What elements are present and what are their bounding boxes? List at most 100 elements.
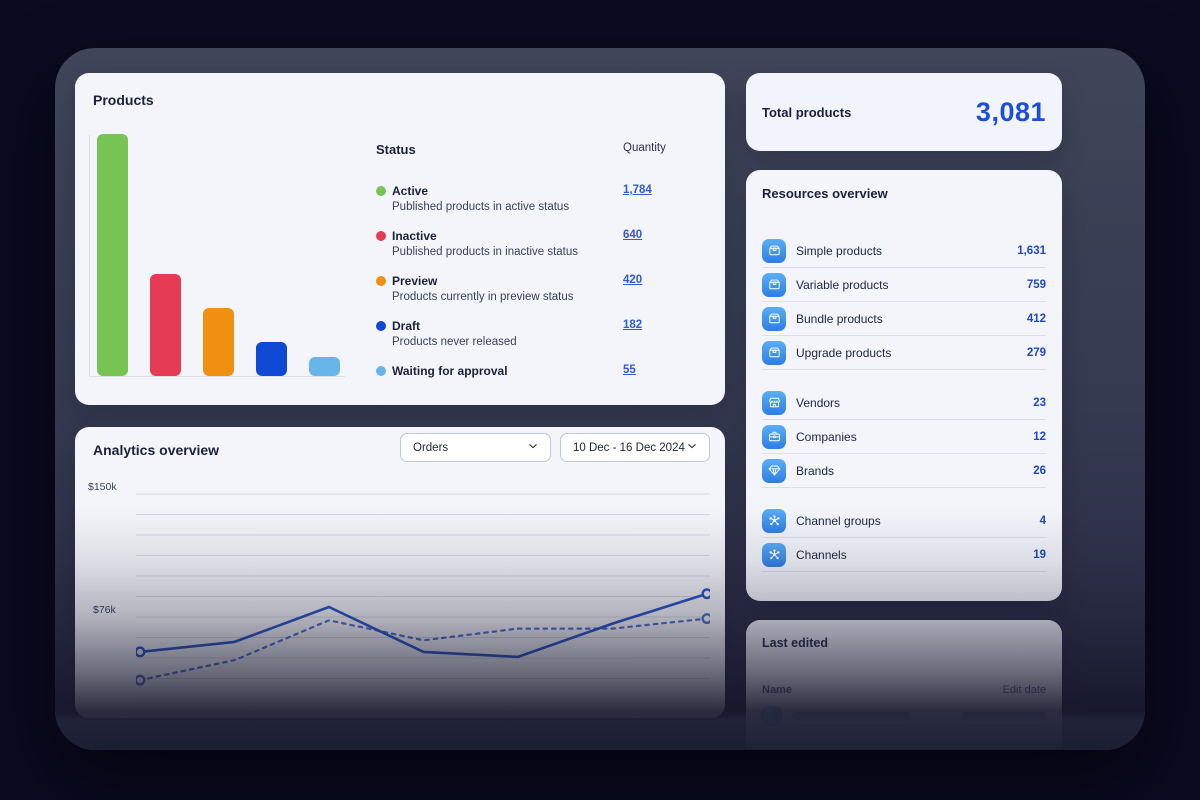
quantity-link[interactable]: 420 <box>623 274 643 286</box>
last-edited-title: Last edited <box>762 636 828 650</box>
total-products-label: Total products <box>762 104 852 120</box>
bar-waiting-for-approval <box>309 357 340 376</box>
chevron-down-icon <box>685 439 699 456</box>
resource-count: 19 <box>1033 548 1046 561</box>
resources-list: Simple products 1,631 Variable products 759… <box>762 234 1046 572</box>
quantity-link[interactable]: 55 <box>623 364 636 376</box>
faded-date-text <box>962 711 1046 721</box>
status-column-header: Status <box>376 142 416 157</box>
status-label: Draft <box>392 319 421 333</box>
resource-count: 4 <box>1039 514 1046 527</box>
quantity-link[interactable]: 182 <box>623 319 643 331</box>
package-icon <box>762 706 782 726</box>
products-status-legend: Status Quantity Active 1,784 Published pro… <box>376 141 708 386</box>
resource-label: Upgrade products <box>796 345 892 360</box>
resource-row-companies[interactable]: Companies 12 <box>762 420 1046 454</box>
network-icon <box>762 542 786 567</box>
last-edited-row-faded <box>762 706 1046 726</box>
resource-label: Channel groups <box>796 513 881 528</box>
package-icon <box>762 306 786 331</box>
resource-label: Simple products <box>796 243 883 258</box>
package-icon <box>762 272 786 297</box>
status-description: Products currently in preview status <box>392 291 574 303</box>
network-icon <box>762 508 786 533</box>
status-label: Inactive <box>392 229 437 243</box>
date-range-select-value: 10 Dec - 16 Dec 2024 <box>573 441 685 454</box>
status-dot <box>376 186 386 196</box>
resource-label: Companies <box>796 429 857 444</box>
package-icon <box>762 340 786 365</box>
status-description: Published products in inactive status <box>392 246 579 258</box>
briefcase-icon <box>762 424 786 449</box>
products-bar-chart <box>89 134 345 377</box>
y-axis-tick-76k: $76k <box>93 604 116 616</box>
resource-count: 412 <box>1026 312 1046 325</box>
status-dot <box>376 276 386 286</box>
status-label: Preview <box>392 274 438 288</box>
legend-item-inactive: Inactive 640 Published products in inactiv… <box>376 229 708 274</box>
resource-count: 279 <box>1026 346 1046 359</box>
bar-inactive <box>150 274 181 376</box>
gem-icon <box>762 458 786 483</box>
status-dot <box>376 366 386 376</box>
resource-label: Brands <box>796 463 835 478</box>
status-dot <box>376 231 386 241</box>
group-spacer <box>762 488 1046 504</box>
status-description: Products never released <box>392 336 517 348</box>
resource-label: Channels <box>796 547 847 562</box>
name-column-header: Name <box>762 684 792 696</box>
quantity-column-header: Quantity <box>623 142 666 154</box>
status-description: Published products in active status <box>392 201 570 213</box>
status-label: Waiting for approval <box>392 364 508 378</box>
resource-row-simple-products[interactable]: Simple products 1,631 <box>762 234 1046 268</box>
legend-header-row: Status Quantity <box>376 141 708 157</box>
legend-item-active: Active 1,784 Published products in active … <box>376 184 708 229</box>
bar-preview <box>203 308 234 376</box>
legend-item-draft: Draft 182 Products never released <box>376 319 708 364</box>
analytics-title: Analytics overview <box>93 442 220 458</box>
quantity-link[interactable]: 640 <box>623 229 643 241</box>
resource-row-upgrade-products[interactable]: Upgrade products 279 <box>762 336 1046 370</box>
storefront-icon <box>762 390 786 415</box>
date-range-select[interactable]: 10 Dec - 16 Dec 2024 <box>560 433 710 462</box>
resource-row-variable-products[interactable]: Variable products 759 <box>762 268 1046 302</box>
y-axis-tick-150k: $150k <box>88 481 117 493</box>
bar-draft <box>256 342 287 376</box>
edit-date-column-header: Edit date <box>1002 684 1046 696</box>
last-edited-panel: Last edited Name Edit date <box>746 620 1062 750</box>
resource-count: 26 <box>1033 464 1046 477</box>
products-panel: Products Status Quantity Active 1,784 Publ… <box>75 73 725 405</box>
metric-select[interactable]: Orders <box>400 433 551 462</box>
total-products-value: 3,081 <box>975 96 1046 127</box>
resource-label: Bundle products <box>796 311 883 326</box>
resource-row-brands[interactable]: Brands 26 <box>762 454 1046 488</box>
analytics-line-chart <box>134 487 713 718</box>
last-edited-header-row: Name Edit date <box>762 684 1046 696</box>
resource-label: Vendors <box>796 395 841 410</box>
status-label: Active <box>392 184 429 198</box>
resource-row-channel-groups[interactable]: Channel groups 4 <box>762 504 1046 538</box>
package-icon <box>762 238 786 263</box>
analytics-panel: Analytics overview Orders 10 Dec - 16 De… <box>75 427 725 718</box>
resource-count: 1,631 <box>1017 244 1046 257</box>
metric-select-value: Orders <box>413 441 449 454</box>
products-title: Products <box>93 92 154 108</box>
resource-count: 12 <box>1033 430 1046 443</box>
resource-row-channels[interactable]: Channels 19 <box>762 538 1046 572</box>
bar-active <box>97 134 128 376</box>
legend-item-waiting-for-approval: Waiting for approval 55 <box>376 364 708 386</box>
quantity-link[interactable]: 1,784 <box>623 184 652 196</box>
resource-label: Variable products <box>796 277 889 292</box>
faded-name-text <box>792 711 910 721</box>
legend-item-preview: Preview 420 Products currently in preview … <box>376 274 708 319</box>
chevron-down-icon <box>526 439 540 456</box>
resource-row-vendors[interactable]: Vendors 23 <box>762 386 1046 420</box>
resource-count: 23 <box>1033 396 1046 409</box>
resources-overview-panel: Resources overview Simple products 1,631 V… <box>746 170 1062 601</box>
resource-row-bundle-products[interactable]: Bundle products 412 <box>762 302 1046 336</box>
status-dot <box>376 321 386 331</box>
resource-count: 759 <box>1026 278 1046 291</box>
group-spacer <box>762 370 1046 386</box>
resources-overview-title: Resources overview <box>762 186 888 201</box>
